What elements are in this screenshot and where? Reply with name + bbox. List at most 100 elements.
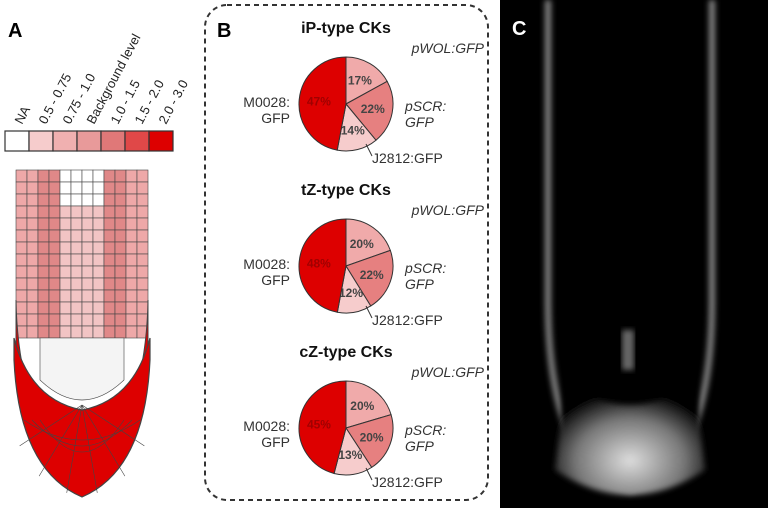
qc-zone bbox=[39, 337, 125, 401]
cell bbox=[15, 229, 28, 243]
cell bbox=[26, 217, 39, 231]
cell bbox=[59, 193, 72, 207]
cell bbox=[37, 265, 50, 279]
root-tip bbox=[555, 380, 705, 495]
cell bbox=[136, 241, 149, 255]
slice-label: M0028: GFP bbox=[243, 94, 290, 126]
slice-label: pWOL:GFP bbox=[411, 202, 484, 218]
legend-swatch bbox=[52, 130, 78, 152]
value-label: 17% bbox=[348, 74, 372, 88]
cell bbox=[114, 169, 127, 183]
chart-title: cZ-type CKs bbox=[299, 344, 392, 361]
cell bbox=[103, 301, 116, 315]
legend-swatch bbox=[4, 130, 30, 152]
meristem bbox=[13, 337, 151, 498]
cell bbox=[114, 217, 127, 231]
cell bbox=[136, 265, 149, 279]
cell bbox=[26, 193, 39, 207]
cell bbox=[48, 325, 61, 339]
slice-label: pWOL:GFP bbox=[411, 40, 484, 56]
cell bbox=[114, 301, 127, 315]
cell bbox=[15, 205, 28, 219]
cell bbox=[48, 253, 61, 267]
cell-wall bbox=[23, 419, 141, 441]
slice-label: J2812:GFP bbox=[372, 150, 443, 166]
value-label: 47% bbox=[307, 94, 331, 108]
cell bbox=[15, 181, 28, 195]
cell bbox=[81, 193, 94, 207]
cell bbox=[15, 289, 28, 303]
cell bbox=[103, 217, 116, 231]
cell bbox=[92, 265, 105, 279]
cell bbox=[136, 253, 149, 267]
cell bbox=[48, 289, 61, 303]
cell bbox=[26, 169, 39, 183]
cell bbox=[26, 181, 39, 195]
cell bbox=[92, 253, 105, 267]
cell-wall bbox=[66, 404, 83, 493]
cell bbox=[37, 301, 50, 315]
leader-line bbox=[365, 143, 373, 157]
cell bbox=[37, 241, 50, 255]
value-label: 20% bbox=[350, 237, 374, 251]
cell bbox=[92, 289, 105, 303]
slice-label: J2812:GFP bbox=[372, 312, 443, 328]
cell bbox=[70, 169, 83, 183]
value-label: 20% bbox=[350, 399, 374, 413]
cell bbox=[136, 301, 149, 315]
cell bbox=[92, 181, 105, 195]
cell bbox=[48, 301, 61, 315]
cell bbox=[125, 277, 138, 291]
cell bbox=[59, 289, 72, 303]
cell bbox=[125, 241, 138, 255]
cell bbox=[59, 325, 72, 339]
cell bbox=[81, 205, 94, 219]
slice-label: pSCR: GFP bbox=[405, 260, 447, 292]
cell bbox=[70, 301, 83, 315]
cell bbox=[92, 193, 105, 207]
cell bbox=[15, 313, 28, 327]
cell bbox=[114, 193, 127, 207]
cell bbox=[125, 265, 138, 279]
cell bbox=[48, 265, 61, 279]
value-label: 22% bbox=[360, 268, 384, 282]
pie-slice bbox=[345, 249, 394, 307]
legend-swatch bbox=[148, 130, 174, 152]
pie-slice bbox=[298, 380, 347, 475]
cell-wall bbox=[38, 404, 83, 477]
cell bbox=[70, 241, 83, 255]
cell bbox=[37, 325, 50, 339]
cell bbox=[26, 253, 39, 267]
cell bbox=[48, 217, 61, 231]
pie-slice bbox=[345, 414, 394, 469]
cell bbox=[37, 181, 50, 195]
cell bbox=[81, 265, 94, 279]
cell bbox=[136, 229, 149, 243]
cell bbox=[15, 253, 28, 267]
cell bbox=[26, 325, 39, 339]
cell bbox=[125, 229, 138, 243]
cell bbox=[136, 205, 149, 219]
cell bbox=[81, 313, 94, 327]
cell bbox=[136, 181, 149, 195]
cell bbox=[92, 277, 105, 291]
value-label: 13% bbox=[338, 448, 362, 462]
cell bbox=[15, 169, 28, 183]
cell bbox=[92, 229, 105, 243]
value-label: 12% bbox=[339, 286, 363, 300]
cell bbox=[92, 169, 105, 183]
cell bbox=[15, 241, 28, 255]
chart-title: iP-type CKs bbox=[301, 20, 391, 37]
cell bbox=[136, 193, 149, 207]
chart-title: tZ-type CKs bbox=[301, 182, 391, 199]
cell bbox=[59, 241, 72, 255]
cell bbox=[103, 181, 116, 195]
cell bbox=[125, 169, 138, 183]
cell bbox=[125, 301, 138, 315]
slice-label: pSCR: GFP bbox=[405, 422, 447, 454]
cell-wall bbox=[81, 404, 98, 493]
cell bbox=[136, 169, 149, 183]
pie-slice bbox=[298, 218, 347, 313]
cell bbox=[81, 277, 94, 291]
